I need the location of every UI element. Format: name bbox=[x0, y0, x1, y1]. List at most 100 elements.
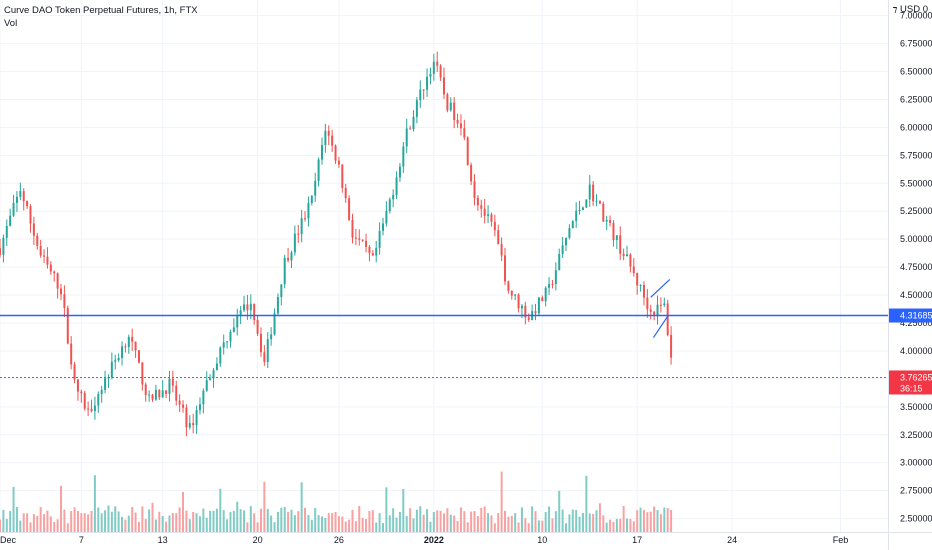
candle-body bbox=[544, 287, 547, 302]
candle-body bbox=[422, 89, 425, 91]
candle-body bbox=[310, 195, 313, 204]
candle-body bbox=[297, 233, 300, 235]
candle-body bbox=[341, 164, 344, 188]
candle-body bbox=[415, 100, 418, 117]
volume-bar bbox=[476, 516, 479, 532]
volume-bar bbox=[571, 509, 574, 532]
volume-bar bbox=[317, 515, 320, 532]
x-tick-label: 26 bbox=[334, 535, 344, 545]
volume-bar bbox=[517, 522, 520, 532]
volume-bar bbox=[585, 475, 588, 532]
volume-bar bbox=[419, 506, 422, 532]
candle-body bbox=[371, 253, 374, 256]
volume-bar bbox=[456, 521, 459, 532]
volume-bar bbox=[2, 509, 5, 532]
volume-bar bbox=[659, 514, 662, 532]
candle-body bbox=[287, 257, 290, 261]
candle-body bbox=[12, 202, 15, 216]
volume-bar bbox=[124, 519, 127, 532]
x-tick-label: 17 bbox=[632, 535, 642, 545]
candle-body bbox=[121, 346, 124, 358]
candle-body bbox=[158, 389, 161, 398]
volume-bar bbox=[670, 510, 673, 532]
candle-body bbox=[243, 304, 246, 311]
volume-bar bbox=[324, 518, 327, 532]
volume-bar bbox=[405, 516, 408, 532]
y-tick-label: 6.25000 bbox=[900, 94, 932, 104]
volume-bar bbox=[12, 486, 15, 532]
volume-bar bbox=[182, 491, 185, 532]
volume-bar bbox=[632, 521, 635, 532]
candle-body bbox=[49, 264, 52, 272]
candle-body bbox=[290, 252, 293, 261]
volume-bar bbox=[73, 507, 76, 532]
volume-bar bbox=[615, 518, 618, 532]
volume-bar bbox=[253, 513, 256, 532]
volume-bar bbox=[653, 506, 656, 532]
candle-body bbox=[337, 160, 340, 165]
volume-bar bbox=[642, 509, 645, 532]
volume-indicator-label[interactable]: Vol bbox=[4, 18, 18, 29]
candle-body bbox=[409, 128, 412, 130]
candle-body bbox=[97, 393, 100, 406]
candle-body bbox=[320, 145, 323, 160]
candle-body bbox=[487, 214, 490, 216]
candle-body bbox=[263, 352, 266, 362]
volume-bar bbox=[348, 519, 351, 532]
candle-body bbox=[361, 239, 364, 241]
volume-bar bbox=[0, 519, 1, 532]
candle-body bbox=[2, 237, 5, 255]
candle-body bbox=[453, 102, 456, 120]
candle-body bbox=[609, 219, 612, 224]
volume-bar bbox=[598, 503, 601, 532]
volume-bar bbox=[63, 509, 66, 532]
y-tick-label: 6.75000 bbox=[900, 39, 932, 49]
candle-body bbox=[273, 313, 276, 335]
candle-body bbox=[670, 334, 673, 358]
y-tick-label: 4.50000 bbox=[900, 290, 932, 300]
candle-body bbox=[612, 223, 615, 241]
candle-body bbox=[195, 410, 198, 426]
candle-body bbox=[626, 254, 629, 257]
candle-body bbox=[29, 206, 32, 224]
candle-body bbox=[351, 219, 354, 238]
volume-bar bbox=[490, 515, 493, 532]
candle-body bbox=[483, 208, 486, 216]
volume-bar bbox=[439, 510, 442, 532]
candle-body bbox=[439, 65, 442, 78]
volume-bar bbox=[114, 506, 117, 532]
y-tick-label: 6.00000 bbox=[900, 122, 932, 132]
candle-body bbox=[385, 211, 388, 224]
candle-body bbox=[270, 334, 273, 340]
volume-bar bbox=[229, 512, 232, 532]
volume-bar bbox=[263, 481, 266, 532]
price-tag-horizontal-line bbox=[889, 308, 932, 323]
x-tick-label: Feb bbox=[833, 535, 849, 545]
currency-label[interactable]: ⁊ USD 0 bbox=[893, 4, 928, 15]
volume-bar bbox=[565, 523, 568, 532]
y-tick-label: 5.75000 bbox=[900, 150, 932, 160]
volume-bar bbox=[527, 523, 530, 532]
volume-bar bbox=[626, 518, 629, 532]
candle-body bbox=[175, 385, 178, 401]
candle-body bbox=[405, 128, 408, 147]
candle-body bbox=[151, 394, 154, 400]
volume-bar bbox=[666, 508, 669, 532]
volume-bar bbox=[578, 516, 581, 532]
y-tick-label: 3.25000 bbox=[900, 430, 932, 440]
volume-bar bbox=[381, 522, 384, 532]
chart-title: Curve DAO Token Perpetual Futures, 1h, F… bbox=[4, 5, 198, 16]
y-tick-label: 6.50000 bbox=[900, 67, 932, 77]
candle-body bbox=[178, 400, 181, 405]
y-tick-label: 4.25000 bbox=[900, 318, 932, 328]
volume-bar bbox=[148, 509, 151, 532]
trendline-0 bbox=[650, 278, 671, 298]
volume-bar bbox=[304, 507, 307, 532]
volume-bar bbox=[171, 513, 174, 532]
candle-body bbox=[490, 214, 493, 222]
volume-bar bbox=[205, 517, 208, 532]
volume-bar bbox=[307, 514, 310, 532]
volume-bar bbox=[487, 513, 490, 532]
